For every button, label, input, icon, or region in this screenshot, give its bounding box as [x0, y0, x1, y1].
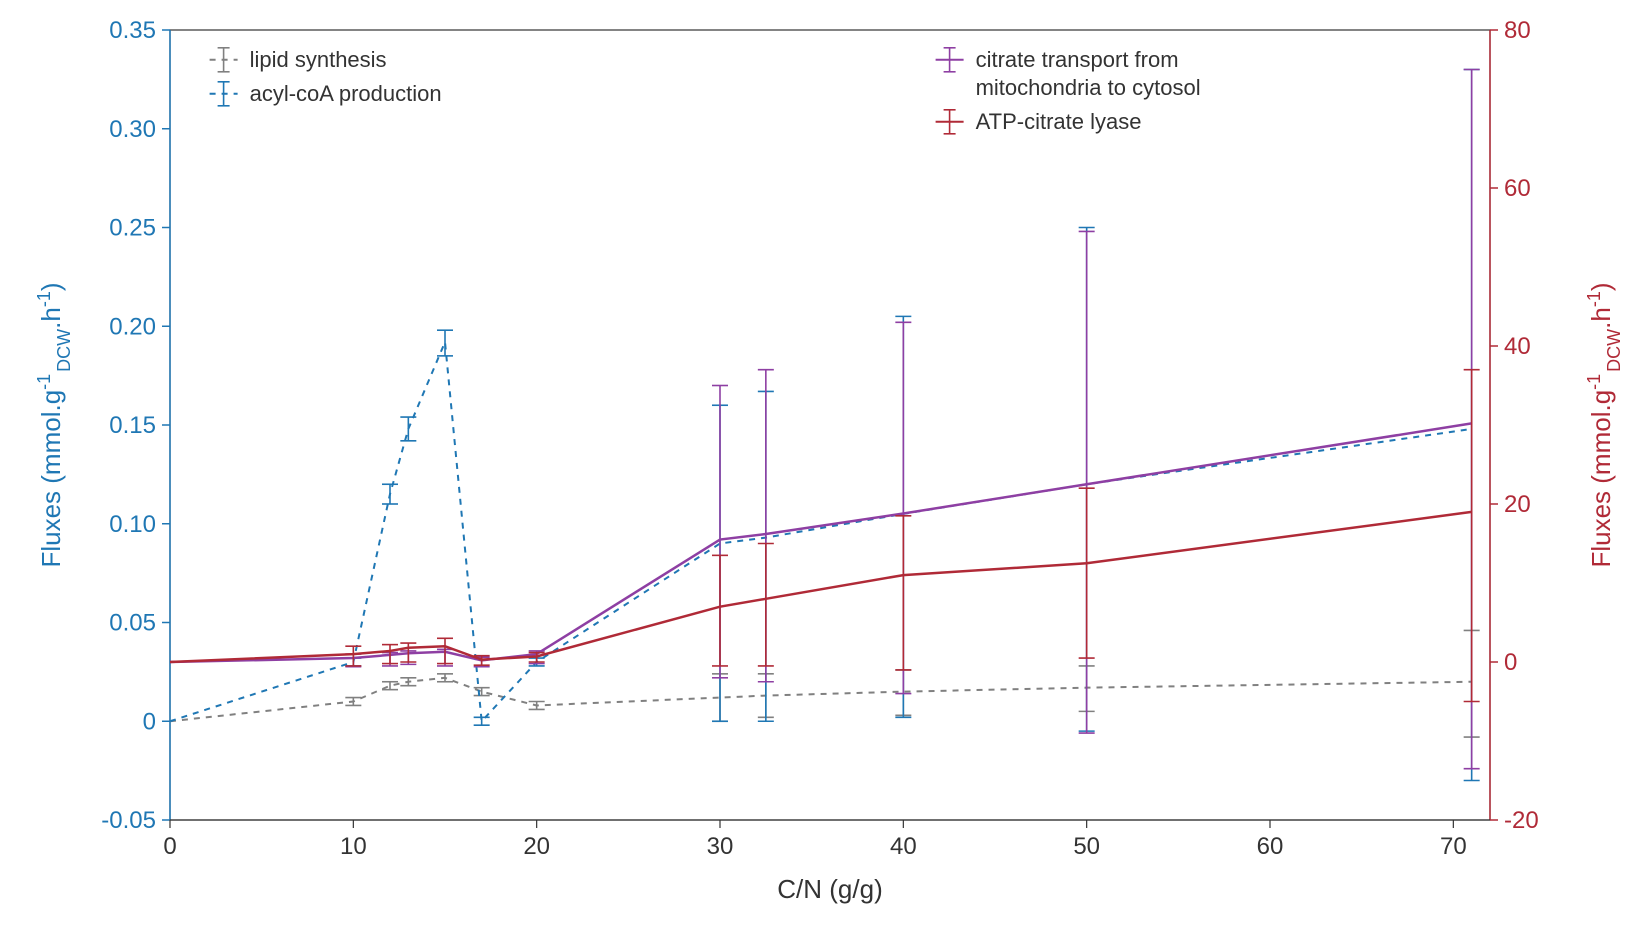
- legend-label: mitochondria to cytosol: [976, 75, 1201, 100]
- series-acyl-coA-production: [170, 342, 1472, 721]
- series-lipid-synthesis: [170, 678, 1472, 721]
- xtick: 20: [523, 833, 550, 860]
- xtick: 0: [163, 833, 176, 860]
- xtick: 70: [1440, 833, 1467, 860]
- series-ATP-citrate-lyase: [170, 512, 1472, 662]
- ytick-right: -20: [1504, 807, 1539, 834]
- yaxis-left-label: Fluxes (mmol.g-1DCW.h-1): [34, 282, 74, 567]
- ytick-left: -0.05: [101, 807, 156, 834]
- ytick-left: 0: [143, 708, 156, 735]
- ytick-right: 20: [1504, 491, 1531, 518]
- ytick-right: 0: [1504, 649, 1517, 676]
- svg-text:Fluxes (mmol.g-1DCW.h-1): Fluxes (mmol.g-1DCW.h-1): [34, 282, 74, 567]
- ytick-right: 40: [1504, 333, 1531, 360]
- flux-chart: -0.05 0 0.05 0.10 0.15 0.20 0.25 0.30 0.35 -20 0 20…: [0, 0, 1652, 940]
- ytick-left: 0.10: [109, 511, 156, 538]
- legend-label: lipid synthesis: [250, 47, 387, 72]
- ytick-left: 0.35: [109, 17, 156, 44]
- xtick: 40: [890, 833, 917, 860]
- chart-svg: -0.05 0 0.05 0.10 0.15 0.20 0.25 0.30 0.35 -20 0 20…: [0, 0, 1652, 940]
- xtick: 10: [340, 833, 367, 860]
- xtick: 60: [1257, 833, 1284, 860]
- ytick-right: 60: [1504, 175, 1531, 202]
- ytick-left: 0.25: [109, 215, 156, 242]
- xtick: 30: [707, 833, 734, 860]
- legend-label: acyl-coA production: [250, 81, 442, 106]
- xaxis-label: C/N (g/g): [777, 874, 882, 904]
- xtick: 50: [1073, 833, 1100, 860]
- legend-label: ATP-citrate lyase: [976, 109, 1142, 134]
- ytick-left: 0.20: [109, 313, 156, 340]
- ytick-left: 0.15: [109, 412, 156, 439]
- ytick-left: 0.05: [109, 610, 156, 637]
- ytick-left: 0.30: [109, 116, 156, 143]
- yaxis-right-label: Fluxes (mmol.g-1DCW.h-1): [1584, 282, 1624, 567]
- ytick-right: 80: [1504, 17, 1531, 44]
- svg-text:Fluxes (mmol.g-1DCW.h-1): Fluxes (mmol.g-1DCW.h-1): [1584, 282, 1624, 567]
- legend-label: citrate transport from: [976, 47, 1179, 72]
- series-citrate-transport: [170, 423, 1472, 662]
